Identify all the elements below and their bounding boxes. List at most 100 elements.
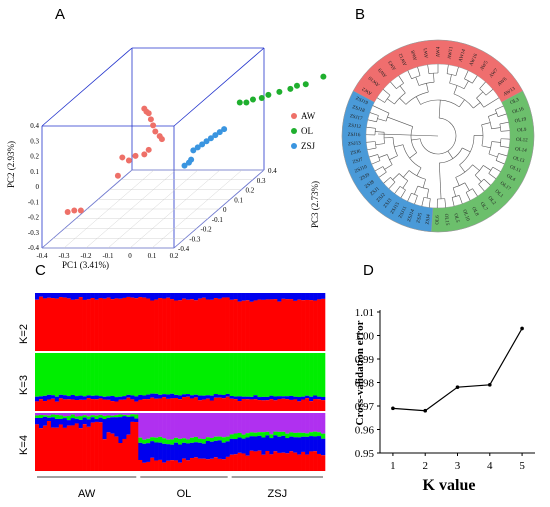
k4-bar-blue — [170, 444, 175, 461]
k4-bar-red — [189, 458, 195, 471]
k3-bar-blue — [126, 394, 131, 398]
k3-bar-blue — [181, 394, 187, 398]
k2-bar-blue — [166, 293, 171, 298]
k2-bar-red — [321, 298, 326, 351]
k2-bar-blue — [281, 293, 286, 299]
branch — [488, 153, 498, 158]
k4-bar-purple — [118, 413, 123, 415]
k2-bar-red — [86, 299, 91, 351]
leaf-label: ZSJ18 — [351, 105, 365, 114]
k4-bar-blue — [54, 418, 60, 428]
branch — [415, 76, 420, 86]
k4-bar-green — [301, 432, 306, 437]
branch — [374, 166, 384, 172]
k4-bar-green — [213, 436, 219, 441]
k3-bar-green — [281, 353, 286, 397]
branch — [394, 92, 406, 105]
k4-bar-purple — [86, 413, 91, 417]
k4-bar-blue — [317, 436, 322, 454]
k4-bar-green — [90, 415, 95, 418]
k4-bar-purple — [309, 413, 314, 433]
k3-bar-red — [305, 398, 310, 411]
k4-bar-purple — [257, 413, 262, 433]
k4-bar-green — [78, 416, 83, 420]
k4-bar-green — [146, 438, 151, 444]
cv-x-ticks: 1 2 3 4 5 — [390, 453, 525, 472]
k2-bar-blue — [94, 293, 99, 300]
k3-bar-blue — [273, 396, 278, 401]
k4-bar-purple — [158, 413, 163, 437]
k2-bar-red — [158, 298, 163, 351]
pca-floor-grid — [41, 169, 265, 249]
k3-bar-green — [110, 353, 115, 396]
branch — [418, 81, 435, 86]
panel-d-label: D — [363, 262, 374, 279]
legend-marker-aw — [291, 113, 297, 119]
k3-bar-green — [42, 353, 48, 396]
leaf-label: ZSJ7 — [352, 157, 364, 165]
pca-point-zsj — [221, 126, 228, 133]
k2-bar-red — [209, 299, 215, 351]
k3-bar-red — [106, 399, 111, 411]
k4-bar-blue — [257, 435, 262, 451]
k4-bar-red — [241, 453, 246, 471]
k4-bar-green — [62, 416, 68, 419]
branch — [481, 124, 484, 146]
k2-bar-red — [90, 298, 95, 351]
panel-b-label: B — [355, 6, 366, 23]
k4-bar-blue — [277, 436, 282, 453]
k4-bar-blue — [225, 441, 230, 457]
branch — [398, 173, 408, 182]
y-tick-label: 0 — [36, 183, 40, 191]
k4-bar-purple — [42, 413, 48, 416]
k3-bar-red — [317, 399, 322, 411]
pca-point-zsj — [181, 162, 188, 169]
branch — [455, 164, 473, 178]
k2-bar-blue — [245, 293, 250, 301]
branch — [463, 80, 469, 89]
cv-y-axis-label: Cross-validation error — [354, 320, 366, 425]
k4-bar-purple — [297, 413, 302, 433]
k3-bar-blue — [249, 396, 254, 400]
branch — [390, 81, 397, 89]
k2-bar-red — [269, 299, 274, 351]
k4-bar-green — [201, 438, 207, 444]
k4-bar-purple — [221, 413, 226, 438]
k2-bar-blue — [42, 293, 48, 299]
k4-bar-red — [225, 456, 230, 471]
k3-bar-green — [134, 353, 139, 397]
k4-bar-red — [265, 450, 270, 471]
k4-bar-purple — [50, 413, 56, 415]
k3-bar-blue — [142, 395, 147, 400]
branch — [366, 126, 376, 129]
k3-bar-red — [297, 401, 302, 411]
k4-bar-purple — [241, 413, 246, 435]
k2-bar-blue — [221, 293, 226, 298]
k2-bar-blue — [98, 293, 103, 298]
k3-bar-red — [233, 399, 238, 411]
k3-bar-green — [58, 353, 64, 395]
k3-bar-blue — [46, 394, 52, 400]
z-tick-label: -0.2 — [201, 226, 213, 234]
k4-bar-purple — [122, 413, 127, 415]
k4-bar-green — [225, 436, 230, 442]
k3-bar-red — [309, 401, 314, 411]
k4-bar-green — [285, 433, 290, 439]
k3-bar-green — [269, 353, 274, 396]
k2-bar-red — [62, 297, 68, 351]
k3-bar-blue — [110, 395, 115, 402]
k4-bar-blue — [205, 440, 211, 460]
k3-bar-blue — [237, 396, 242, 402]
branch — [500, 145, 510, 148]
k3-bar-blue — [293, 396, 298, 400]
branch — [479, 81, 486, 89]
k2-bar-red — [277, 301, 282, 351]
k4-bar-red — [66, 425, 72, 471]
x-tick-label: 4 — [487, 460, 493, 472]
k4-bar-blue — [130, 416, 135, 422]
k3-bar-blue — [62, 395, 68, 400]
k4-bar-purple — [90, 413, 95, 416]
k3-bar-green — [126, 353, 131, 395]
k4-bar-green — [50, 414, 56, 418]
